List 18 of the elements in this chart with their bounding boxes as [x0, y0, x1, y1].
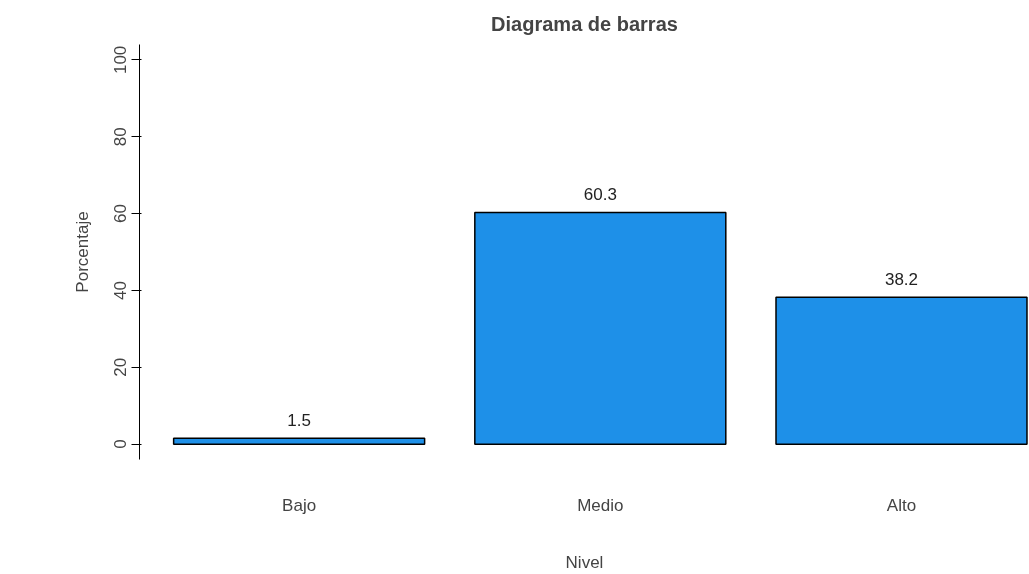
chart-title: Diagrama de barras — [491, 12, 678, 35]
bar — [775, 296, 1028, 445]
y-tick-label: 60 — [111, 204, 131, 224]
data-label: 60.3 — [583, 185, 617, 205]
y-tick-label: 40 — [111, 280, 131, 300]
y-tick-label: 100 — [111, 45, 131, 75]
data-label: 1.5 — [287, 411, 311, 431]
x-axis-title: Nivel — [565, 552, 604, 572]
bar — [474, 211, 727, 445]
x-tick-label: Medio — [577, 495, 624, 515]
y-tick-label: 20 — [111, 357, 131, 377]
bar — [172, 437, 426, 445]
x-tick-label: Bajo — [282, 495, 317, 515]
y-axis-title: Porcentaje — [72, 211, 92, 293]
y-tick-label: 80 — [111, 127, 131, 147]
x-tick-label: Alto — [886, 495, 917, 515]
data-label: 38.2 — [884, 270, 919, 290]
y-tick-label: 0 — [111, 439, 131, 449]
